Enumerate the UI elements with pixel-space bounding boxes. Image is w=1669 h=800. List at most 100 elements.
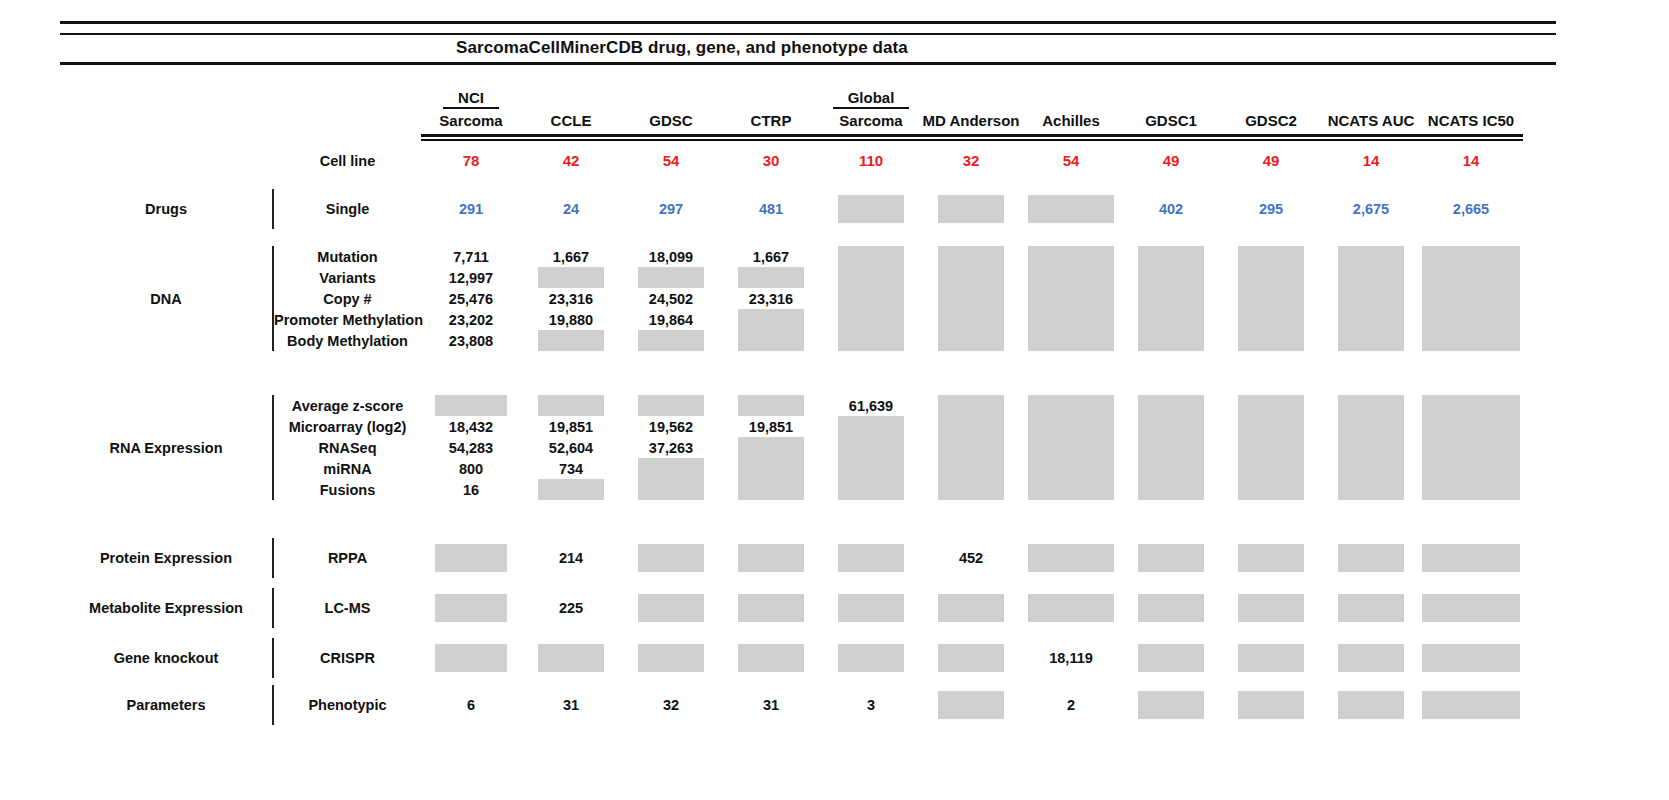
data-cell bbox=[1421, 309, 1521, 330]
no-data-box bbox=[1422, 644, 1520, 672]
data-cell: 2,665 bbox=[1421, 189, 1521, 229]
no-data-box bbox=[435, 644, 507, 672]
no-data-box bbox=[838, 416, 904, 437]
data-cell bbox=[1121, 288, 1221, 309]
data-cell: 2,675 bbox=[1321, 189, 1421, 229]
cell-line-label: Cell line bbox=[274, 153, 421, 169]
no-data-box bbox=[1138, 458, 1204, 479]
row-label: RNASeq bbox=[274, 440, 421, 456]
data-cell bbox=[1121, 638, 1221, 678]
data-value: 1,667 bbox=[553, 249, 589, 265]
data-cell: 19,562 bbox=[621, 416, 721, 437]
no-data-box bbox=[1028, 458, 1114, 479]
no-data-box bbox=[1338, 416, 1404, 437]
no-data-box bbox=[1028, 544, 1114, 572]
data-cell: 452 bbox=[921, 538, 1021, 578]
data-value: 31 bbox=[563, 697, 579, 713]
data-value: 110 bbox=[859, 152, 883, 169]
no-data-box bbox=[1338, 544, 1404, 572]
data-value: 54 bbox=[663, 152, 680, 169]
data-cell bbox=[1421, 330, 1521, 351]
data-cell bbox=[1421, 458, 1521, 479]
no-data-box bbox=[938, 267, 1004, 288]
data-cell bbox=[1121, 267, 1221, 288]
data-cell bbox=[1221, 588, 1321, 628]
data-cell bbox=[921, 288, 1021, 309]
data-value: 12,997 bbox=[449, 270, 493, 286]
data-cell bbox=[921, 189, 1021, 229]
no-data-box bbox=[938, 644, 1004, 672]
no-data-box bbox=[838, 330, 904, 351]
no-data-box bbox=[1422, 479, 1520, 500]
no-data-box bbox=[1338, 288, 1404, 309]
data-cell bbox=[1021, 395, 1121, 416]
data-cell bbox=[621, 267, 721, 288]
data-cell: 23,808 bbox=[421, 330, 521, 351]
data-cell: 18,432 bbox=[421, 416, 521, 437]
no-data-box bbox=[938, 437, 1004, 458]
data-cell: 52,604 bbox=[521, 437, 621, 458]
data-cell: 3 bbox=[821, 685, 921, 725]
data-value: 32 bbox=[663, 697, 679, 713]
section-category-label: Drugs bbox=[60, 201, 272, 217]
cell-line-count: 42 bbox=[521, 146, 621, 175]
no-data-box bbox=[1238, 544, 1304, 572]
data-value: 52,604 bbox=[549, 440, 593, 456]
no-data-box bbox=[1422, 309, 1520, 330]
data-value: 297 bbox=[659, 201, 683, 217]
column-header-label: NCATS IC50 bbox=[1428, 109, 1514, 130]
column-header-ccle: CCLE bbox=[521, 89, 621, 130]
data-value: 225 bbox=[559, 600, 583, 616]
no-data-box bbox=[1028, 330, 1114, 351]
data-cell: 800 bbox=[421, 458, 521, 479]
data-cell: 734 bbox=[521, 458, 621, 479]
data-cell bbox=[1121, 330, 1221, 351]
data-cell bbox=[1421, 416, 1521, 437]
no-data-box bbox=[1028, 594, 1114, 622]
data-cell: 225 bbox=[521, 588, 621, 628]
cell-line-count: 30 bbox=[721, 146, 821, 175]
data-cell bbox=[921, 437, 1021, 458]
row-label: Variants bbox=[274, 270, 421, 286]
data-value: 54 bbox=[1063, 152, 1080, 169]
data-value: 1,667 bbox=[753, 249, 789, 265]
data-cell bbox=[821, 309, 921, 330]
row-label: Phenotypic bbox=[274, 697, 421, 713]
data-value: 16 bbox=[463, 482, 479, 498]
data-cell bbox=[1421, 267, 1521, 288]
no-data-box bbox=[1028, 309, 1114, 330]
data-cell bbox=[921, 395, 1021, 416]
data-value: 25,476 bbox=[449, 291, 493, 307]
no-data-box bbox=[838, 644, 904, 672]
no-data-box bbox=[1238, 395, 1304, 416]
no-data-box bbox=[1238, 416, 1304, 437]
no-data-box bbox=[1028, 246, 1114, 267]
data-cell bbox=[921, 588, 1021, 628]
cell-line-count: 49 bbox=[1121, 146, 1221, 175]
data-cell bbox=[1421, 638, 1521, 678]
section-category-label: DNA bbox=[60, 291, 272, 307]
no-data-box bbox=[1138, 416, 1204, 437]
data-value: 402 bbox=[1159, 201, 1183, 217]
no-data-box bbox=[435, 594, 507, 622]
data-value: 31 bbox=[763, 697, 779, 713]
data-value: 19,851 bbox=[549, 419, 593, 435]
data-cell bbox=[1221, 685, 1321, 725]
data-cell bbox=[1121, 437, 1221, 458]
no-data-box bbox=[1338, 395, 1404, 416]
no-data-box bbox=[838, 309, 904, 330]
data-cell: 31 bbox=[521, 685, 621, 725]
column-header-label: GDSC2 bbox=[1245, 109, 1297, 130]
no-data-box bbox=[1138, 395, 1204, 416]
data-cell bbox=[521, 638, 621, 678]
no-data-box bbox=[1422, 437, 1520, 458]
data-cell: 481 bbox=[721, 189, 821, 229]
no-data-box bbox=[1422, 691, 1520, 719]
data-value: 32 bbox=[963, 152, 980, 169]
data-cell bbox=[1221, 309, 1321, 330]
data-cell bbox=[1421, 685, 1521, 725]
data-cell bbox=[1021, 458, 1121, 479]
no-data-box bbox=[1422, 330, 1520, 351]
table-sections: DrugsSingle291242974814022952,6752,665DN… bbox=[60, 189, 1669, 725]
no-data-box bbox=[1338, 246, 1404, 267]
